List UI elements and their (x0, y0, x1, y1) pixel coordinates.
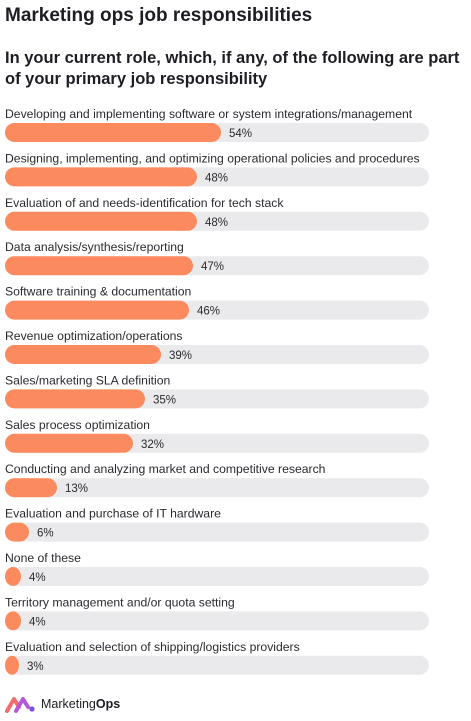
brand-logo: MarketingOps (5, 694, 120, 714)
value-label: 48% (205, 172, 228, 184)
category-label: Developing and implementing software or … (5, 107, 413, 121)
value-label: 35% (153, 394, 176, 406)
bar (5, 123, 221, 142)
value-label: 47% (201, 261, 224, 273)
brand-name: MarketingOps (41, 697, 121, 711)
bar-track (5, 522, 429, 542)
value-label: 54% (229, 128, 252, 140)
bar-track (5, 611, 429, 631)
category-label: Evaluation of and needs-identification f… (5, 196, 284, 210)
bar-track (5, 478, 429, 498)
bar-chart: Developing and implementing software or … (5, 107, 429, 675)
value-label: 4% (29, 616, 46, 628)
category-label: None of these (5, 551, 81, 565)
bar (5, 433, 133, 453)
bar (5, 345, 161, 364)
value-label: 48% (205, 217, 228, 229)
bar (5, 211, 197, 231)
bar (5, 256, 193, 276)
category-label: Conducting and analyzing market and comp… (5, 462, 325, 476)
category-label: Data analysis/synthesis/reporting (5, 240, 184, 254)
bar (5, 655, 19, 675)
value-label: 4% (29, 572, 46, 584)
bar (5, 567, 21, 586)
marketingops-logo-icon (5, 697, 35, 713)
bar (5, 478, 57, 498)
category-label: Sales/marketing SLA definition (5, 373, 170, 387)
category-label: Designing, implementing, and optimizing … (5, 151, 420, 165)
chart-title: Marketing ops job responsibilities (5, 5, 313, 26)
value-label: 32% (141, 439, 164, 451)
bar-track (5, 567, 429, 586)
category-label: Evaluation and purchase of IT hardware (5, 507, 221, 521)
value-label: 13% (65, 483, 88, 495)
category-label: Territory management and/or quota settin… (5, 595, 235, 609)
category-label: Evaluation and selection of shipping/log… (5, 640, 300, 654)
bar (5, 300, 189, 320)
bar (5, 389, 145, 409)
bar-track (5, 655, 429, 675)
category-label: Software training & documentation (5, 285, 191, 299)
value-label: 46% (197, 306, 220, 318)
bar (5, 522, 29, 542)
value-label: 6% (37, 528, 54, 540)
value-label: 39% (169, 350, 192, 362)
category-label: Sales process optimization (5, 418, 150, 432)
bar (5, 167, 197, 187)
bar (5, 611, 21, 631)
category-label: Revenue optimization/operations (5, 329, 183, 343)
value-label: 3% (27, 661, 44, 673)
chart-subtitle: In your current role, which, if any, of … (5, 49, 460, 88)
